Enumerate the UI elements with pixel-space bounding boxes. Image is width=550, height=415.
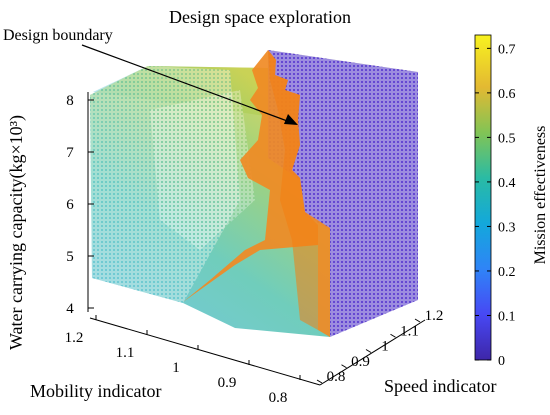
colorbar-tick-label: 0.1 bbox=[498, 309, 516, 324]
x-axis-ticks: 1.2 1.1 1 0.9 0.8 bbox=[65, 315, 301, 406]
design-boundary-annotation: Design boundary bbox=[3, 27, 298, 125]
design-boundary-shading bbox=[268, 50, 318, 330]
volume-center-texture bbox=[150, 90, 255, 250]
x-tick-label: 0.9 bbox=[218, 375, 237, 391]
z-tick-label: 6 bbox=[66, 197, 74, 213]
x-tick-label: 0.8 bbox=[269, 390, 288, 406]
colorbar: 0 0.1 0.2 0.3 0.4 0.5 0.6 0.7 Mission effective… bbox=[474, 34, 549, 369]
y-axis-title: Speed indicator bbox=[384, 376, 496, 396]
y-tick-mark bbox=[390, 333, 396, 338]
volume-purple-tint bbox=[268, 50, 418, 337]
axis-frame bbox=[87, 92, 426, 386]
y-tick-mark bbox=[414, 318, 421, 323]
x-axis-line bbox=[89, 317, 321, 386]
y-tick-label: 1.2 bbox=[425, 308, 444, 324]
colorbar-ticks: 0 0.1 0.2 0.3 0.4 0.5 0.6 0.7 bbox=[475, 42, 516, 369]
z-tick-label: 4 bbox=[66, 301, 74, 317]
x-axis-title: Mobility indicator bbox=[30, 381, 161, 401]
colorbar-tick-label: 0.2 bbox=[498, 265, 516, 280]
x-tick-label: 1.2 bbox=[65, 330, 84, 346]
annotation-arrow-line bbox=[81, 44, 291, 123]
y-tick-mark bbox=[341, 364, 347, 369]
y-tick-label: 0.8 bbox=[327, 369, 346, 385]
colorbar-tick-label: 0.5 bbox=[498, 131, 516, 146]
z-axis-ticks: 4 5 6 7 8 bbox=[66, 93, 94, 317]
y-tick-mark bbox=[365, 349, 372, 353]
y-tick-label: 0.9 bbox=[351, 354, 370, 370]
data-volume bbox=[90, 50, 418, 337]
x-tick-label: 1.1 bbox=[116, 345, 135, 361]
annotation-arrow-head bbox=[284, 114, 298, 125]
y-tick-label: 1.1 bbox=[400, 323, 419, 339]
colorbar-tick-label: 0.7 bbox=[498, 42, 516, 57]
annotation-label: Design boundary bbox=[3, 27, 113, 44]
colorbar-gradient bbox=[474, 34, 492, 361]
y-axis-ticks: 0.8 0.9 1 1.1 1.2 bbox=[316, 308, 444, 385]
chart-title: Design space exploration bbox=[169, 7, 351, 27]
z-tick-label: 5 bbox=[66, 249, 74, 265]
colorbar-tick-label: 0.4 bbox=[498, 176, 516, 191]
colorbar-label: Mission effectiveness bbox=[532, 126, 549, 265]
colorbar-tick-label: 0 bbox=[498, 354, 505, 369]
z-axis-title: Water carrying capacity(kg×10³) bbox=[6, 115, 27, 350]
y-tick-label: 1 bbox=[381, 339, 389, 355]
z-tick-label: 8 bbox=[66, 93, 74, 109]
colorbar-tick-label: 0.6 bbox=[498, 87, 516, 102]
z-tick-label: 7 bbox=[66, 145, 74, 161]
colorbar-tick-label: 0.3 bbox=[498, 220, 516, 235]
y-tick-mark bbox=[316, 379, 323, 384]
x-tick-label: 1 bbox=[172, 360, 180, 376]
y-axis-line bbox=[319, 319, 426, 386]
